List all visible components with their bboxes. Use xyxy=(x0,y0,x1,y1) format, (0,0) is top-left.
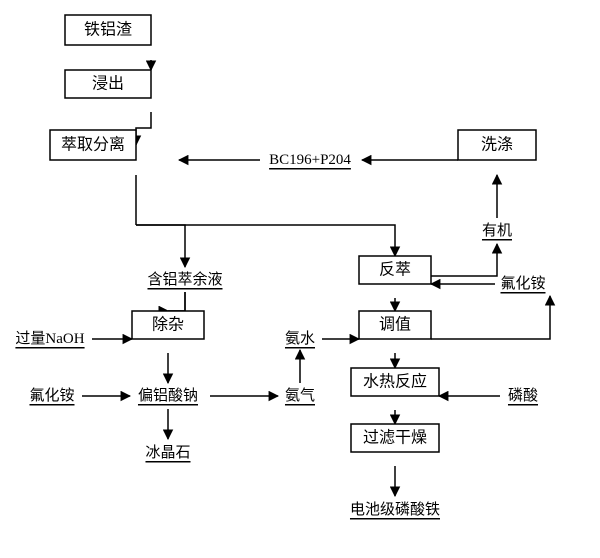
label-n5: BC196+P204 xyxy=(269,152,351,168)
box-label-n10: 除杂 xyxy=(152,316,184,334)
box-label-n1: 铁铝渣 xyxy=(84,21,132,39)
label-n21: 电池级磷酸铁 xyxy=(350,501,440,518)
box-label-n3: 萃取分离 xyxy=(61,136,125,154)
nodes-layer: 铁铝渣浸出萃取分离洗涤BC196+P204含铝萃余液反萃有机氟化铵除杂过量NaO… xyxy=(15,15,545,518)
label-n14: 氟化铵 xyxy=(29,387,74,404)
label-n19: 冰晶石 xyxy=(145,444,190,461)
box-label-n7: 反萃 xyxy=(379,261,411,279)
edge-split-n6_anchor xyxy=(136,225,185,267)
label-n8: 有机 xyxy=(482,222,512,239)
edge-n7-n8 xyxy=(431,244,497,276)
box-label-n20: 过滤干燥 xyxy=(363,429,427,447)
box-label-n13: 调值 xyxy=(379,316,411,334)
edge-split-n7 xyxy=(136,225,395,256)
label-n18: 磷酸 xyxy=(508,387,538,404)
box-label-n17: 水热反应 xyxy=(363,372,427,391)
label-n9: 氟化铵 xyxy=(500,275,545,292)
edge-n6c-n10c xyxy=(168,292,185,311)
edge-n13-n9_loop xyxy=(431,296,550,339)
box-label-n2: 浸出 xyxy=(92,75,124,93)
label-n12: 氨水 xyxy=(285,330,315,347)
edge-n2-n3 xyxy=(136,112,151,145)
edge-n6-n10 xyxy=(168,292,185,311)
label-n6: 含铝萃余液 xyxy=(147,270,222,288)
label-n16: 氨气 xyxy=(285,387,315,404)
label-n11: 过量NaOH xyxy=(15,330,84,347)
box-label-n4: 洗涤 xyxy=(481,136,513,154)
label-n15: 偏铝酸钠 xyxy=(138,387,198,404)
